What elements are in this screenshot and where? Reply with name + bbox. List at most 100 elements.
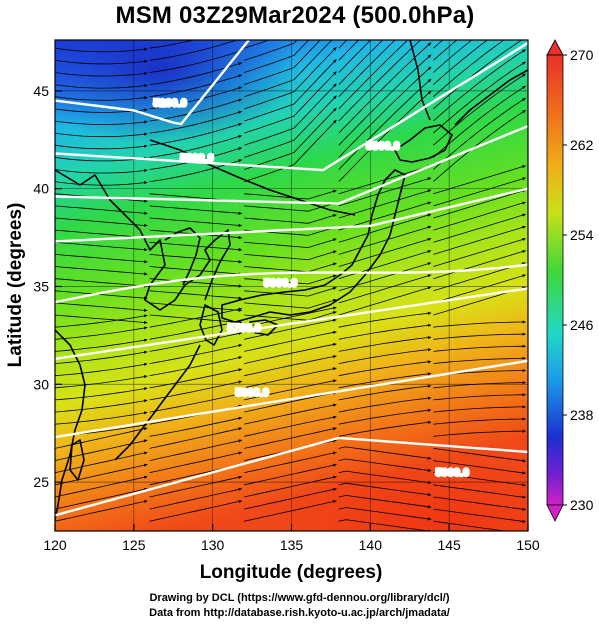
map-title: MSM 03Z29Mar2024 (500.0hPa) xyxy=(115,2,475,29)
streamline xyxy=(433,344,526,352)
streamline xyxy=(433,332,526,340)
streamline xyxy=(149,254,243,264)
contour-label-5800: 5800.0 xyxy=(235,387,269,399)
streamline xyxy=(244,40,298,61)
contour-label-5700: 5700.0 xyxy=(227,322,261,334)
coastline-china-korea xyxy=(55,169,231,311)
streamline xyxy=(433,97,526,170)
streamline xyxy=(149,416,243,437)
streamline xyxy=(244,83,337,146)
streamline xyxy=(55,84,148,89)
streamline xyxy=(244,311,337,321)
streamline xyxy=(338,274,432,304)
streamline xyxy=(55,71,148,77)
credit-drawing: Drawing by DCL (https://www.gfd-dennou.o… xyxy=(149,592,450,604)
streamline xyxy=(244,250,337,261)
streamline xyxy=(244,119,337,182)
colorbar-tick-label: 230 xyxy=(570,497,594,513)
streamline xyxy=(338,482,432,497)
y-axis-ticks: 25 30 35 40 45 xyxy=(33,83,62,490)
streamline xyxy=(433,508,526,523)
colorbar-tick-label: 262 xyxy=(570,137,594,153)
streamline xyxy=(433,61,526,134)
streamline xyxy=(338,420,432,437)
colorbar-ticks: 270 262 254 246 238 230 xyxy=(563,47,594,513)
streamline xyxy=(55,156,148,162)
streamline xyxy=(55,278,148,288)
streamline xyxy=(433,496,526,511)
contour-line-5200 xyxy=(55,40,251,126)
streamline xyxy=(244,330,337,352)
streamline xyxy=(55,387,148,401)
coastline-hokkaido xyxy=(394,124,453,163)
contour-line-5300 xyxy=(55,41,528,172)
coastline-sakhalin-kurils xyxy=(409,40,528,126)
x-tick-label: 130 xyxy=(201,537,225,553)
streamline xyxy=(55,217,148,227)
streamline xyxy=(149,217,243,227)
streamline xyxy=(244,379,337,401)
streamline xyxy=(338,470,432,485)
streamline xyxy=(244,499,337,522)
streamline xyxy=(433,417,526,425)
streamline xyxy=(149,475,243,498)
streamline xyxy=(433,250,526,280)
streamline xyxy=(244,342,337,364)
streamline xyxy=(55,314,148,328)
streamline xyxy=(244,40,321,85)
streamline xyxy=(55,96,148,101)
streamline xyxy=(149,122,243,146)
colorbar-tick-label: 270 xyxy=(570,47,594,63)
contour-line-5800 xyxy=(55,359,528,439)
streamline xyxy=(244,40,333,98)
streamline xyxy=(55,168,148,174)
streamline xyxy=(55,411,148,425)
streamline xyxy=(338,348,432,364)
streamline xyxy=(433,40,473,73)
streamline xyxy=(149,241,243,252)
streamline xyxy=(338,40,396,97)
y-tick-label: 45 xyxy=(33,83,49,99)
streamline xyxy=(55,266,148,276)
streamline xyxy=(433,356,526,364)
streamline xyxy=(149,110,243,134)
x-tick-label: 125 xyxy=(122,537,146,553)
streamline xyxy=(338,311,432,328)
contour-line-5400 xyxy=(55,124,528,205)
streamline xyxy=(338,323,432,340)
streamline xyxy=(55,254,148,264)
streamline xyxy=(244,487,337,510)
y-axis-label: Latitude (degrees) xyxy=(5,203,26,368)
streamline xyxy=(55,314,148,325)
streamline xyxy=(433,177,526,207)
streamline xyxy=(338,90,432,182)
map-figure: 5200.0 5300.0 5300.0 5600.0 5700.0 5800.0 5900… xyxy=(5,39,594,583)
streamline xyxy=(149,307,243,328)
streamline xyxy=(433,237,526,267)
streamline xyxy=(149,499,243,522)
streamline xyxy=(55,241,148,252)
streamline xyxy=(338,225,432,255)
x-tick-label: 145 xyxy=(437,537,461,553)
streamline xyxy=(244,95,337,158)
streamline xyxy=(149,266,243,276)
streamline xyxy=(338,78,432,170)
streamline xyxy=(55,47,148,53)
credit-data: Data from http://database.rish.kyoto-u.a… xyxy=(149,607,450,619)
streamline xyxy=(55,205,148,215)
streamline xyxy=(149,487,243,510)
coastline-ryukyu xyxy=(114,344,201,461)
streamline xyxy=(149,439,243,461)
streamline xyxy=(433,49,526,122)
streamline xyxy=(244,463,337,486)
streamline xyxy=(244,274,337,285)
streamline xyxy=(338,189,432,219)
streamline xyxy=(433,484,526,499)
streamline xyxy=(338,66,432,158)
streamline xyxy=(244,355,337,377)
streamline xyxy=(55,463,148,486)
streamline xyxy=(149,290,243,300)
streamline xyxy=(338,494,432,509)
streamline xyxy=(338,446,432,460)
streamline xyxy=(55,427,148,449)
